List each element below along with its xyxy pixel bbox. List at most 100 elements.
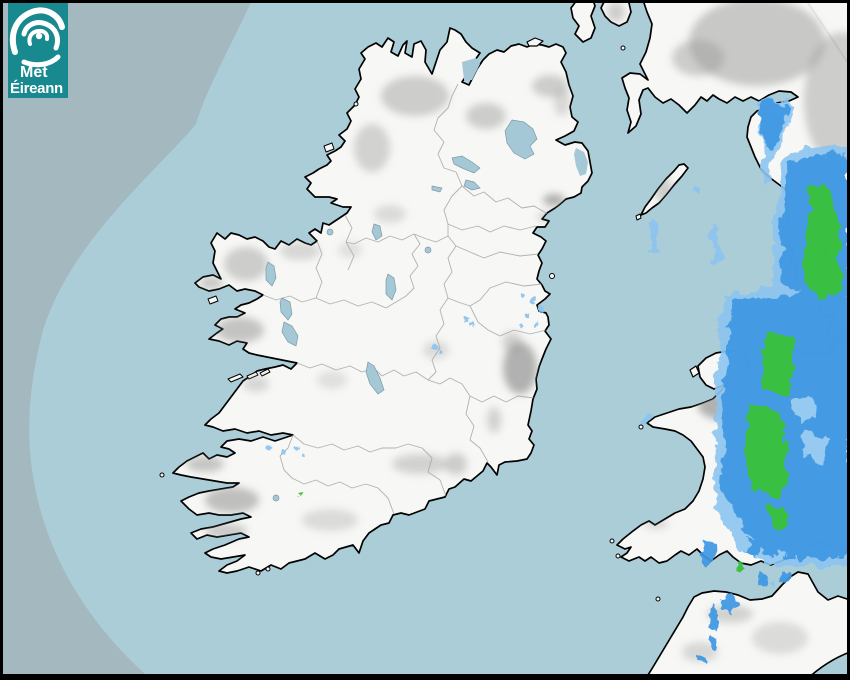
rain-cell-solway (758, 98, 788, 148)
rain-streak-irish-sea-west (718, 302, 728, 374)
skomer-islet (615, 553, 621, 559)
terrain-wicklow-mountains (503, 342, 537, 394)
lough-gill (326, 228, 334, 236)
county-line (262, 294, 317, 303)
strangford-lough (574, 148, 588, 176)
terrain-blackstairs (487, 407, 501, 433)
terrain-kerry-reeks (205, 487, 259, 513)
rain-speck-dublin (534, 323, 538, 327)
terrain-exmoor (707, 605, 753, 623)
rain-speck-west-of-man (691, 186, 700, 198)
heavy-rain-cumbria-coast (805, 184, 842, 297)
lough-derg-shannon (365, 361, 385, 395)
county-line (469, 305, 547, 337)
rain-cell-gower (700, 540, 716, 566)
terrain-donegal-highlands (381, 76, 449, 116)
terrain-dingle-ridge (186, 456, 224, 472)
county-line (413, 233, 449, 243)
terrain-comeraghs (445, 453, 467, 475)
terrain-nephin (224, 247, 268, 281)
rain-speck-tralee (301, 454, 305, 458)
lough-sheelin (424, 246, 432, 254)
rain-layer-light-specks (266, 293, 776, 587)
logo-text-line2: Éireann (10, 80, 63, 97)
county-line (315, 240, 323, 299)
rain-cell-cornwall (696, 654, 708, 666)
county-line (315, 233, 421, 309)
rain-cell-devon-2 (708, 606, 718, 632)
terrain-galloway-hills (672, 40, 724, 76)
county-line (469, 395, 535, 403)
ireland-coastline (172, 27, 593, 574)
lough-corrib (281, 321, 299, 347)
heavy-rain-south-wales (768, 502, 790, 530)
county-line (427, 245, 457, 381)
rain-streak-east-of-man (712, 222, 722, 266)
rain-speck-dublin (519, 325, 523, 329)
logo-text-line1: Met (20, 64, 48, 81)
rain-streak-north-channel (648, 222, 660, 252)
county-line (447, 223, 537, 233)
terrain-slieve-bloom (423, 341, 449, 359)
arranmore-island (323, 142, 335, 153)
terrain-slieve-aughty (317, 371, 347, 389)
lough-conn (265, 261, 277, 287)
rathlin-island (526, 37, 544, 47)
heavy-rain-mid-wales (746, 406, 788, 499)
terrain-cornwall-moors (682, 642, 718, 662)
lough-melvin (431, 185, 443, 193)
met-eireann-logo: Met Éireann (8, 3, 68, 98)
clare-island (207, 295, 219, 305)
terrain-achill (199, 277, 223, 289)
terrain-antrim-glens (554, 88, 570, 116)
rain-speck-tralee (266, 445, 272, 451)
lough-allen (371, 223, 383, 241)
killarney-lakes (272, 494, 280, 502)
radar-mosaic-edge-line (805, 0, 850, 67)
rain-speck-bristol-channel (770, 581, 776, 587)
rain-cell-swansea (746, 538, 762, 556)
ireland-landmass (159, 27, 593, 576)
terrain-bluestack (354, 124, 390, 172)
terrain-pennines (804, 32, 850, 168)
cape-clear-islet (255, 570, 261, 576)
lambay-islet (549, 273, 555, 279)
county-line (465, 395, 489, 463)
rain-speck-cardigan-bay (643, 414, 652, 426)
lough-mask (279, 297, 293, 321)
county-boundaries (262, 83, 549, 515)
terrain-leitrim-hills (338, 242, 362, 258)
terrain-connemara (216, 317, 264, 343)
rain-cell-devon-3 (708, 636, 720, 648)
lough-neagh (504, 119, 538, 160)
ireland-terrain-shading (186, 75, 570, 538)
sherkin-islet (265, 566, 271, 572)
rain-cell-porthcawl (766, 544, 778, 558)
rain-speck-midlands (432, 344, 438, 350)
terrain-southern-uplands (689, 0, 825, 86)
lough-foyle (462, 58, 480, 80)
lundy-islet (655, 596, 661, 602)
terrain-cuilcagh (374, 205, 406, 223)
rain-speck-dublin (525, 313, 531, 319)
county-line (381, 369, 429, 381)
county-line (443, 185, 463, 225)
terrain-west-cork-hills (302, 509, 358, 531)
rain-speck-dublin (520, 293, 526, 299)
county-line (292, 434, 396, 453)
terrain-dublin-mountains (502, 332, 522, 352)
rain-layer-heavy (296, 184, 842, 574)
upper-lough-erne (463, 179, 481, 191)
bardsey-islet (638, 424, 644, 430)
lower-lough-erne (451, 155, 481, 174)
rain-speck-tralee (294, 445, 300, 451)
lough-ree (385, 273, 397, 301)
county-line (427, 377, 471, 397)
terrain-dartmoor (752, 622, 808, 654)
county-line (447, 281, 543, 307)
rain-speck-kildare (463, 316, 469, 322)
terrain-sperrins (466, 103, 506, 129)
terrain-burren (243, 376, 269, 392)
county-line (395, 443, 447, 497)
